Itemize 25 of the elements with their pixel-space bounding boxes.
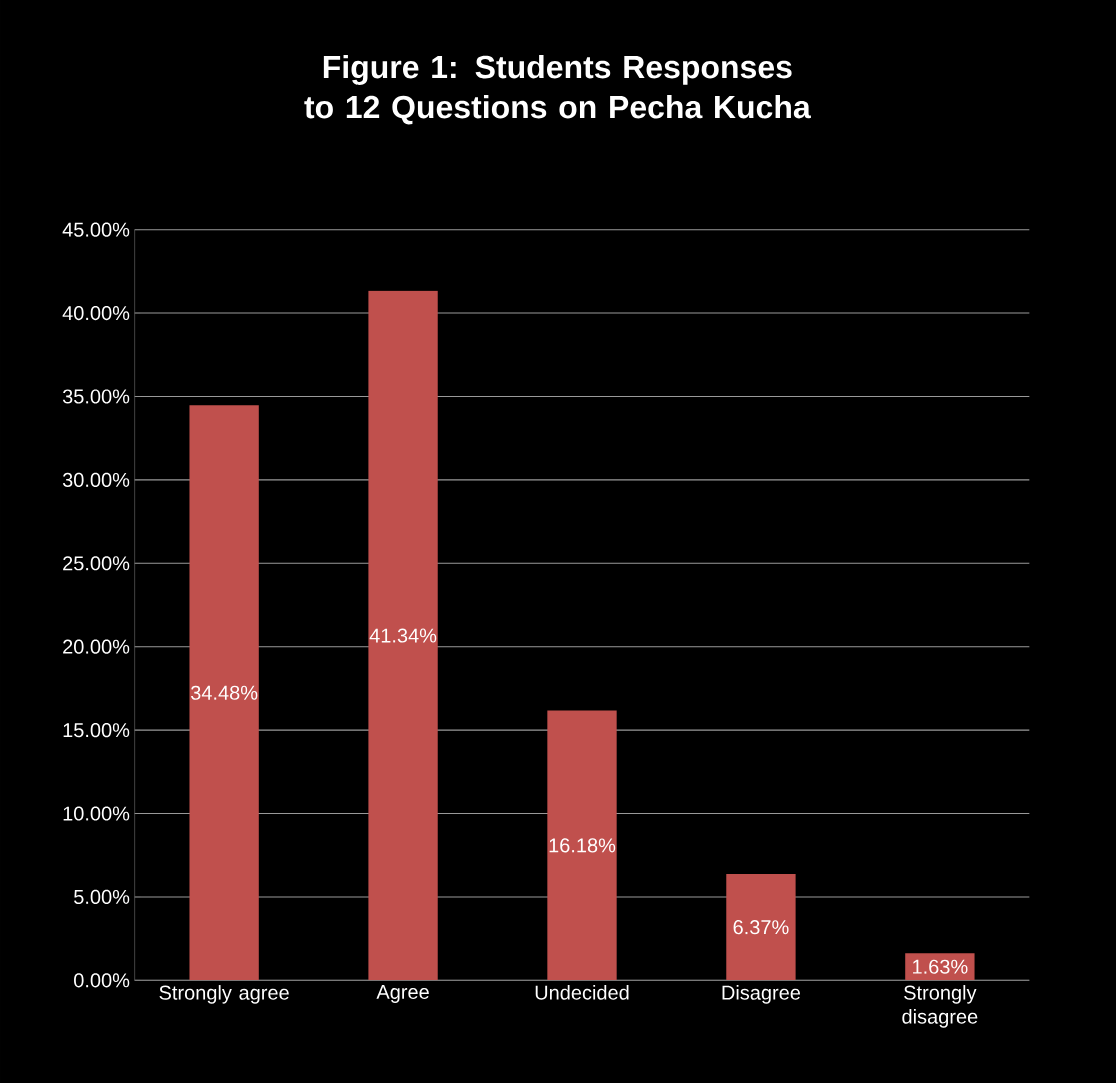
bar: [547, 710, 617, 981]
y-tick-label: 0.00%: [74, 973, 130, 988]
y-tick-label: 5.00%: [74, 889, 130, 904]
x-tick-label: Disagree: [722, 985, 801, 1004]
x-tick-label: Strongly disagree: [902, 985, 978, 1028]
x-tick-label: Undecided: [535, 985, 629, 1000]
data-label: 1.63%: [913, 959, 968, 974]
y-tick-label: 15.00%: [63, 723, 130, 738]
y-tick-label: 25.00%: [63, 556, 130, 571]
data-label: 41.34%: [369, 628, 437, 643]
data-label: 16.18%: [549, 838, 616, 853]
y-tick-label: 35.00%: [62, 389, 130, 404]
y-tick-label: 10.00%: [63, 806, 130, 821]
chart-title: Figure 1: Students Responses to 12 Questions on Pecha Kucha: [304, 54, 811, 125]
y-tick-label: 45.00%: [62, 222, 130, 237]
bar: [368, 290, 438, 981]
data-label: 34.48%: [190, 685, 258, 700]
y-tick-label: 40.00%: [62, 305, 130, 321]
bar: [726, 874, 796, 981]
data-label: 6.37%: [733, 920, 789, 935]
y-tick-label: 20.00%: [63, 639, 130, 654]
bar: [189, 405, 259, 981]
y-tick-label: 30.00%: [62, 472, 130, 487]
x-tick-label: Strongly agree: [159, 985, 289, 1004]
x-tick-label: Agree: [376, 985, 429, 1003]
